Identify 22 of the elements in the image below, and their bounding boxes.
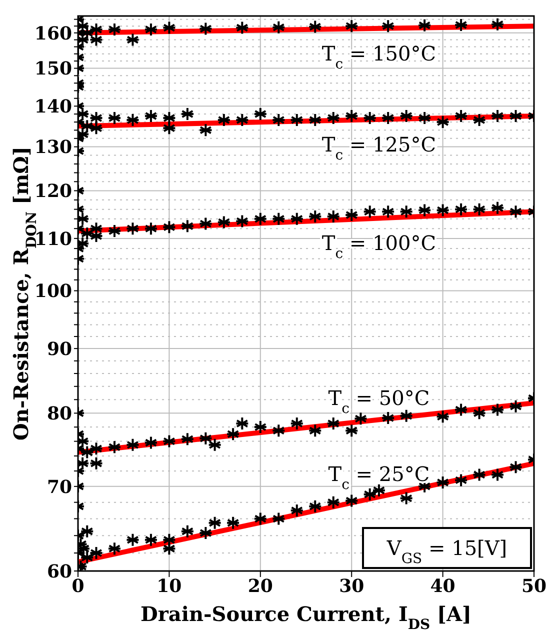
series-label: T$_{c}$ = 150°C xyxy=(322,41,436,72)
x-tick-label: 0 xyxy=(72,576,84,597)
y-tick-label: 60 xyxy=(46,561,72,582)
x-tick-label: 10 xyxy=(156,576,182,597)
y-tick-label: 90 xyxy=(46,338,72,360)
x-tick-label: 20 xyxy=(248,576,273,597)
y-tick-label: 140 xyxy=(34,96,72,118)
y-tick-label: 130 xyxy=(34,137,72,158)
annotation: V$_{GS}$ = 15[V] xyxy=(386,536,508,567)
series-label: T$_{c}$ = 50°C xyxy=(328,386,430,418)
x-axis-title: Drain-Source Current, I$_{DS}$ [A] xyxy=(140,602,472,633)
x-tick-label: 40 xyxy=(430,576,456,597)
y-tick-label: 80 xyxy=(46,404,72,425)
y-tick-label: 70 xyxy=(46,476,72,498)
x-tick-label: 30 xyxy=(339,576,364,597)
series-label: T$_{c}$ = 125°C xyxy=(322,132,436,164)
series-label: T$_{c}$ = 25°C xyxy=(328,462,430,493)
x-tick-label: 50 xyxy=(521,576,547,597)
y-tick-label: 120 xyxy=(34,181,72,202)
y-tick-label: 160 xyxy=(34,23,72,44)
y-tick-label: 150 xyxy=(34,58,72,80)
series-label: T$_{c}$ = 100°C xyxy=(322,231,436,262)
